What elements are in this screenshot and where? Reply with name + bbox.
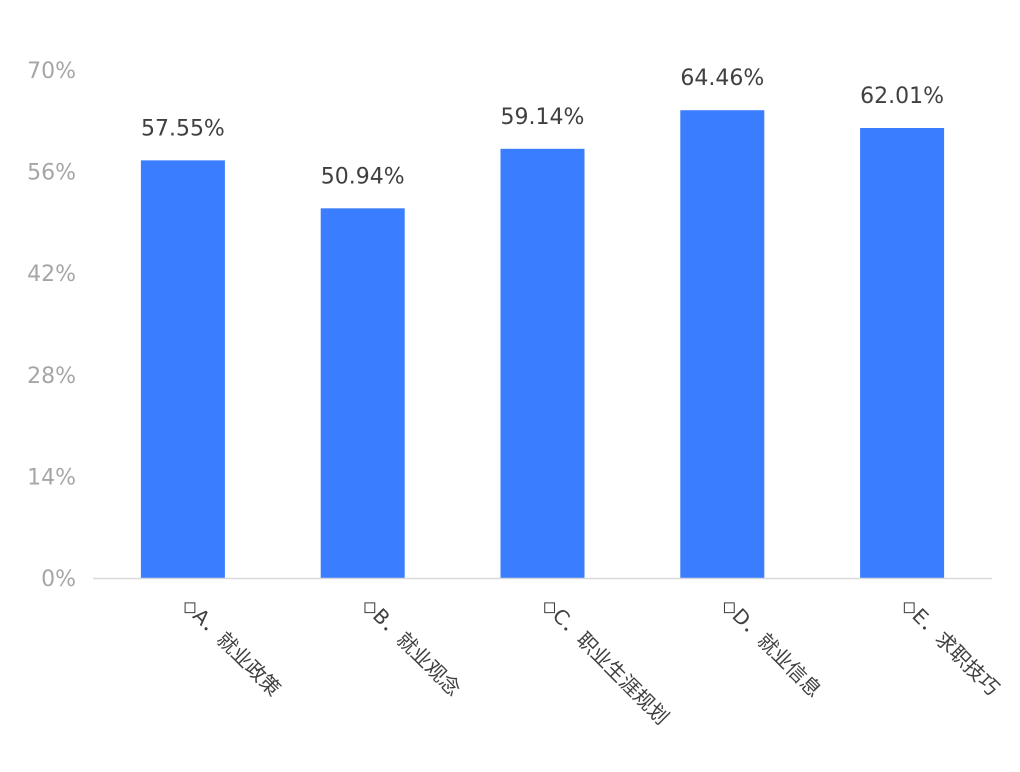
y-tick-label: 28% (27, 364, 76, 389)
x-tick-label: ◇E．求职技巧 (897, 593, 1005, 701)
x-axis-labels: ◇A．就业政策 ◇B．就业观念 ◇C．职业生涯规划 ◇D．就业信息 ◇E．求职技巧 (177, 593, 1004, 730)
x-tick-label: ◇B．就业观念 (357, 593, 465, 701)
bar[interactable] (320, 208, 405, 578)
x-tick-label: ◇C．职业生涯规划 (537, 593, 674, 730)
bar[interactable] (140, 160, 225, 578)
data-label: 50.94% (321, 164, 405, 189)
bar[interactable] (860, 127, 945, 579)
bars (140, 110, 945, 579)
y-tick-label: 0% (41, 567, 76, 592)
y-tick-label: 70% (27, 59, 76, 84)
x-tick-label: ◇A．就业政策 (177, 593, 285, 701)
data-labels: 57.55% 50.94% 59.14% 64.46% 62.01% (141, 66, 944, 189)
bar[interactable] (500, 148, 585, 579)
bar[interactable] (680, 110, 765, 578)
data-label: 59.14% (501, 105, 585, 130)
y-axis-labels: 0% 14% 28% 42% 56% 70% (27, 59, 76, 592)
data-label: 62.01% (860, 84, 944, 109)
y-tick-label: 56% (27, 161, 76, 186)
y-tick-label: 42% (27, 262, 76, 287)
y-tick-label: 14% (27, 465, 76, 490)
data-label: 57.55% (141, 116, 225, 141)
x-tick-label: ◇D．就业信息 (717, 593, 826, 702)
data-label: 64.46% (680, 66, 764, 91)
